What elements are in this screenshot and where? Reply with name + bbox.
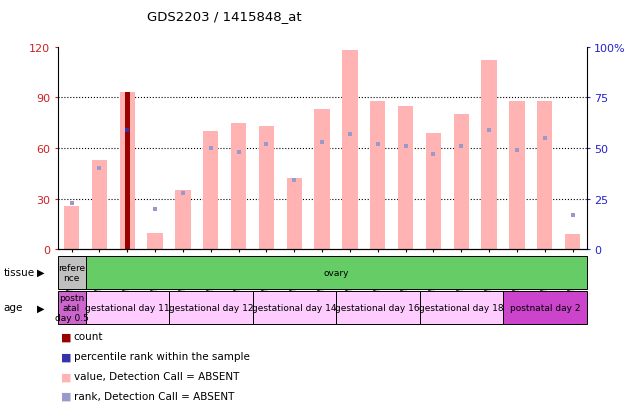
- Bar: [175, 191, 190, 250]
- Text: ■: ■: [61, 332, 71, 342]
- Bar: [120, 93, 135, 250]
- Bar: [481, 61, 497, 250]
- Bar: [287, 179, 302, 250]
- Text: gestational day 11: gestational day 11: [85, 303, 170, 312]
- Bar: [147, 233, 163, 250]
- Bar: [454, 115, 469, 250]
- Text: ▶: ▶: [37, 303, 44, 313]
- Bar: [510, 102, 524, 250]
- Bar: [124, 93, 130, 250]
- Bar: [58, 291, 85, 324]
- Bar: [85, 291, 169, 324]
- Bar: [537, 102, 553, 250]
- Text: value, Detection Call = ABSENT: value, Detection Call = ABSENT: [74, 371, 239, 381]
- Bar: [203, 132, 219, 250]
- Text: age: age: [3, 303, 22, 313]
- Bar: [259, 127, 274, 250]
- Bar: [503, 291, 587, 324]
- Text: ■: ■: [61, 351, 71, 361]
- Bar: [58, 256, 85, 289]
- Text: GDS2203 / 1415848_at: GDS2203 / 1415848_at: [147, 10, 302, 23]
- Bar: [336, 291, 419, 324]
- Bar: [169, 291, 253, 324]
- Bar: [64, 206, 79, 250]
- Text: ■: ■: [61, 371, 71, 381]
- Text: tissue: tissue: [3, 268, 35, 278]
- Text: gestational day 16: gestational day 16: [335, 303, 420, 312]
- Bar: [231, 123, 246, 250]
- Text: ovary: ovary: [323, 268, 349, 277]
- Text: count: count: [74, 332, 103, 342]
- Text: gestational day 18: gestational day 18: [419, 303, 504, 312]
- Bar: [419, 291, 503, 324]
- Text: gestational day 14: gestational day 14: [252, 303, 337, 312]
- Text: postn
atal
day 0.5: postn atal day 0.5: [54, 293, 88, 323]
- Bar: [342, 51, 358, 250]
- Text: percentile rank within the sample: percentile rank within the sample: [74, 351, 249, 361]
- Text: postnatal day 2: postnatal day 2: [510, 303, 580, 312]
- Bar: [315, 110, 329, 250]
- Bar: [370, 102, 385, 250]
- Text: gestational day 12: gestational day 12: [169, 303, 253, 312]
- Text: ▶: ▶: [37, 268, 44, 278]
- Text: ■: ■: [61, 391, 71, 401]
- Bar: [426, 133, 441, 250]
- Bar: [565, 235, 580, 250]
- Bar: [92, 161, 107, 250]
- Bar: [398, 107, 413, 250]
- Text: rank, Detection Call = ABSENT: rank, Detection Call = ABSENT: [74, 391, 234, 401]
- Bar: [253, 291, 336, 324]
- Text: refere
nce: refere nce: [58, 263, 85, 282]
